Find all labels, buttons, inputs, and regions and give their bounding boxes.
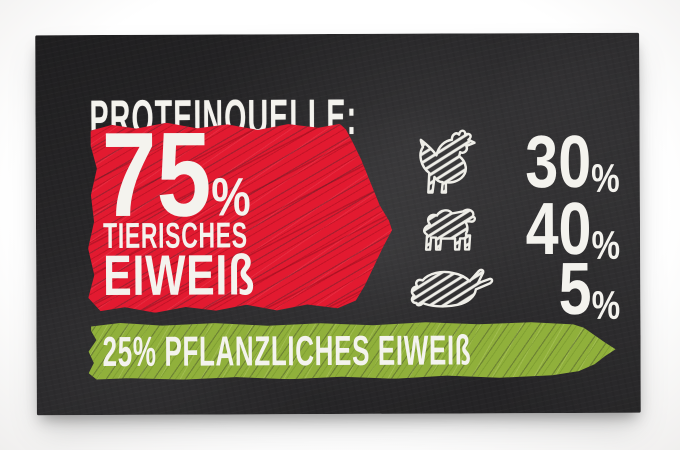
fish-unit: % [591,283,621,328]
animal-protein-label-line2: EIWEIß [103,243,256,309]
stat-row-fish: 5% [408,247,620,330]
animal-protein-banner: 75% TIERISCHES EIWEIß [88,122,393,313]
fish-icon [410,268,494,308]
stat-row-chicken: 30% [408,120,620,203]
lamb-icon [423,208,477,251]
fish-value: 5 [558,246,593,331]
plant-protein-banner: 25% PFLANZLICHES EIWEIß [88,321,615,380]
chicken-icon [419,129,476,194]
stat-row-lamb: 40% [408,187,620,270]
chalkboard: PROTEINQUELLE: 75% TIERISCHES EIWEIß 30%… [35,32,641,416]
plant-protein-label: 25% PFLANZLICHES EIWEIß [102,325,472,375]
fish-percentage: 5% [559,247,621,330]
